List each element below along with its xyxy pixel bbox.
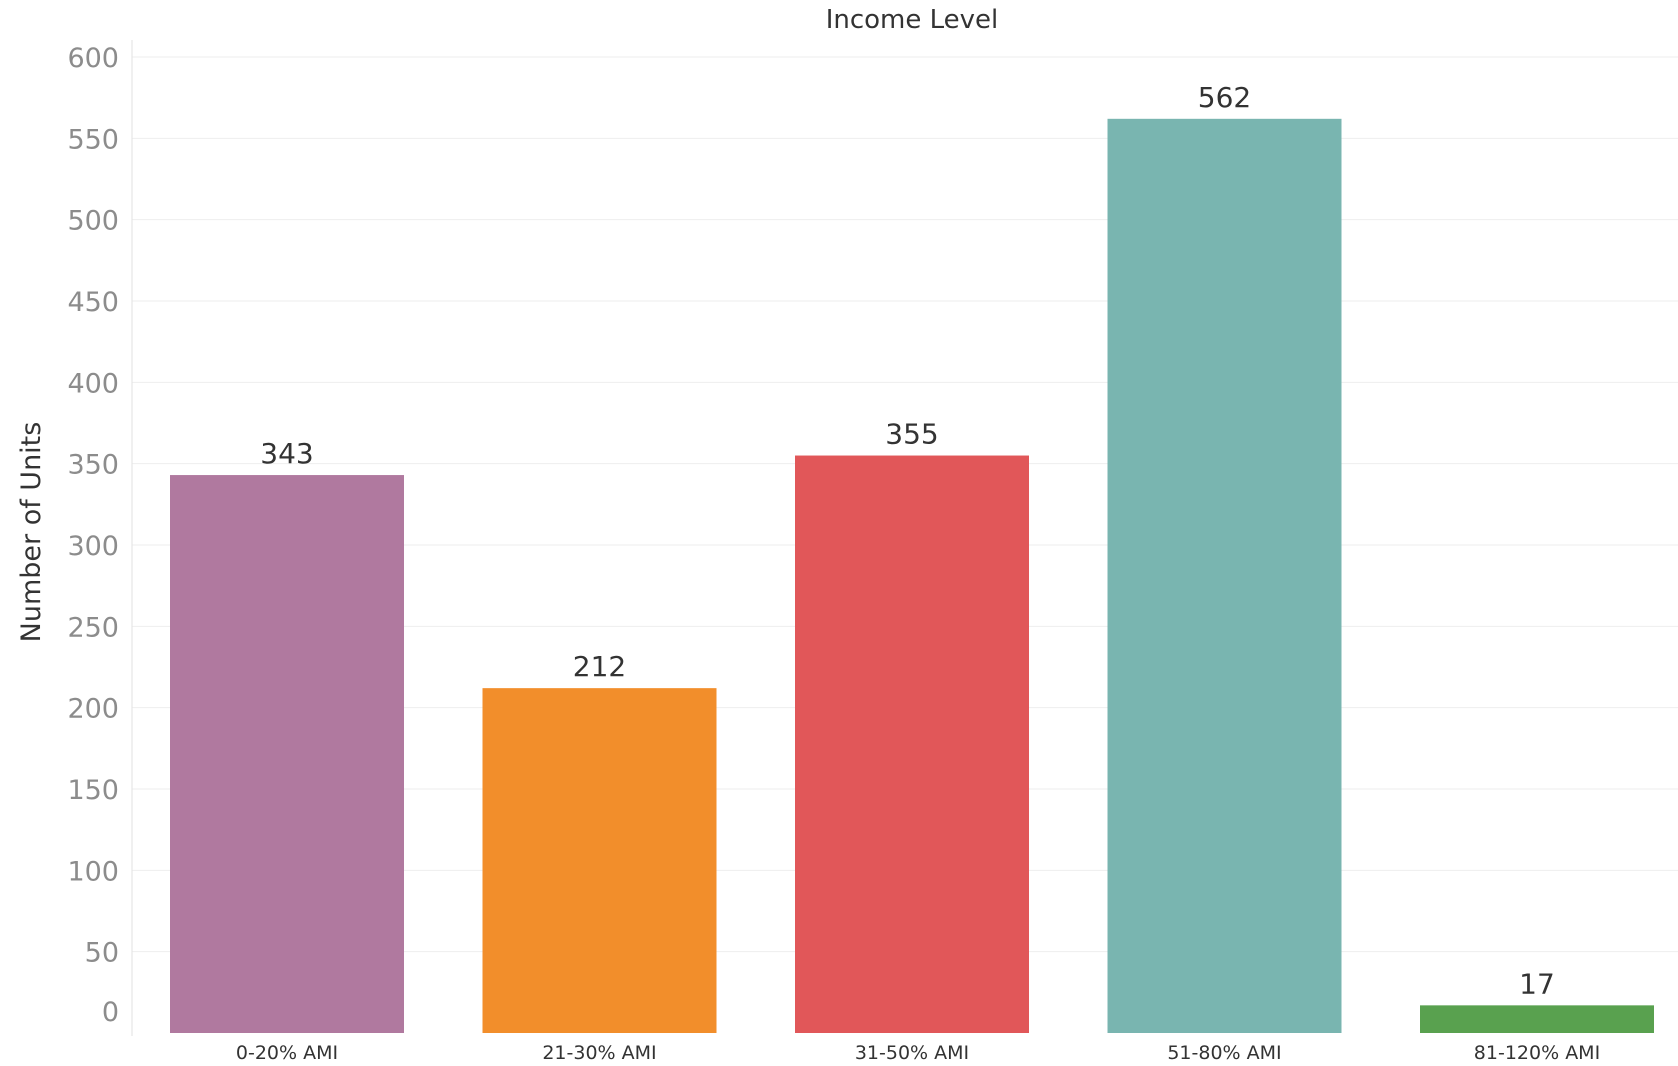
x-axis-ticks: 0-20% AMI 21-30% AMI 31-50% AMI 51-80% AMI 8… (236, 1042, 1600, 1064)
data-label: 212 (573, 650, 626, 683)
chart-title: Income Level (826, 5, 999, 35)
y-tick-label: 200 (67, 694, 119, 725)
y-tick-label: 450 (67, 287, 119, 318)
x-tick-label: 0-20% AMI (236, 1042, 338, 1064)
y-tick-label: 300 (67, 531, 119, 562)
x-tick-label: 81-120% AMI (1474, 1042, 1600, 1064)
y-tick-label: 100 (67, 856, 119, 887)
bar (795, 455, 1029, 1033)
y-axis-ticks: 0 50 100 150 200 250 300 350 400 450 500 550 600 (67, 43, 119, 1028)
bar (1107, 118, 1342, 1033)
y-tick-label: 0 (102, 997, 119, 1028)
bars (170, 118, 1654, 1033)
x-tick-label: 21-30% AMI (542, 1042, 656, 1064)
bar (170, 475, 404, 1033)
data-label: 17 (1519, 967, 1555, 1000)
y-tick-label: 150 (67, 775, 119, 806)
y-tick-label: 350 (67, 450, 119, 481)
y-tick-label: 250 (67, 612, 119, 643)
data-label: 343 (260, 437, 313, 470)
y-tick-label: 600 (67, 43, 119, 74)
data-label: 562 (1198, 81, 1251, 114)
y-tick-label: 500 (67, 206, 119, 237)
y-tick-label: 550 (67, 124, 119, 155)
y-tick-label: 400 (67, 368, 119, 399)
y-tick-label: 50 (85, 938, 119, 969)
data-labels: 343 212 355 562 17 (260, 81, 1555, 1001)
data-label: 355 (885, 418, 938, 451)
bar (1420, 1005, 1654, 1033)
x-tick-label: 51-80% AMI (1167, 1042, 1281, 1064)
bar (482, 688, 717, 1033)
y-axis-title: Number of Units (16, 422, 47, 643)
x-tick-label: 31-50% AMI (855, 1042, 969, 1064)
